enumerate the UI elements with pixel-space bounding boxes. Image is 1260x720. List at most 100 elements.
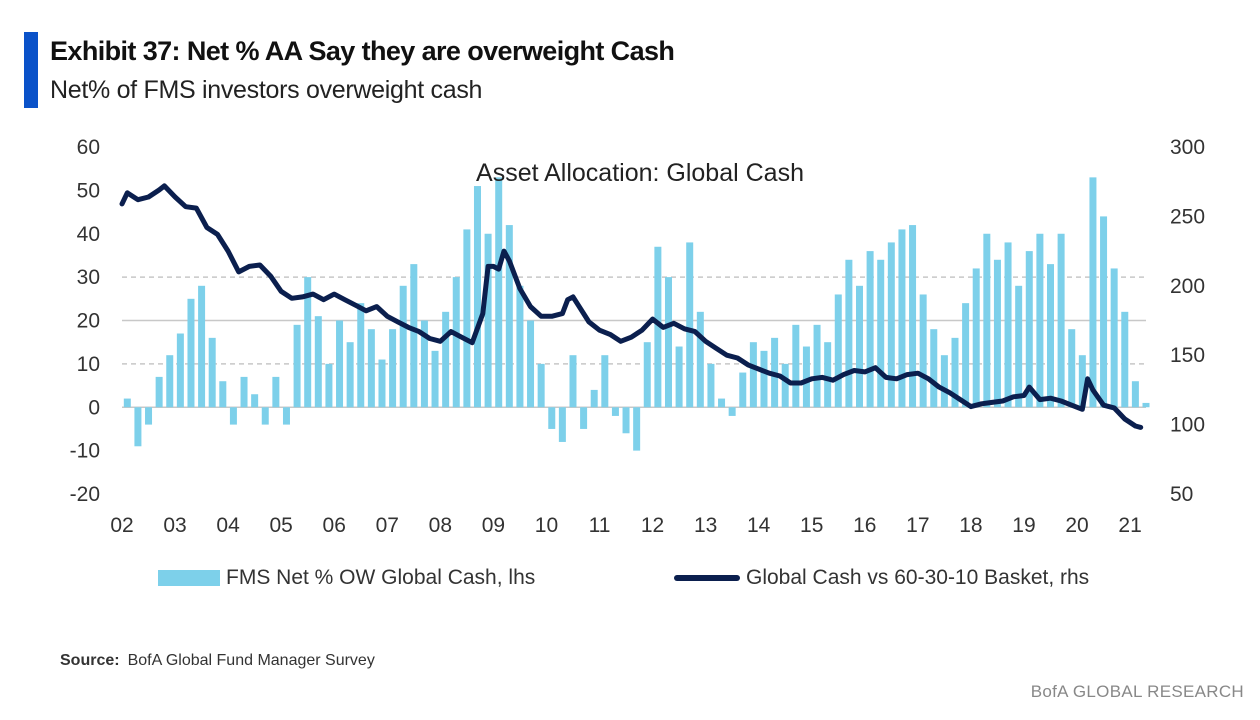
data-bar [198,285,206,408]
data-bar [251,394,259,408]
data-bar [208,337,216,408]
data-bar [611,407,619,416]
exhibit-title: Exhibit 37: Net % AA Say they are overwe… [50,36,675,66]
data-bar [834,294,842,408]
data-bar [272,376,280,408]
data-bar [1057,233,1065,408]
legend-label-bars: FMS Net % OW Global Cash, lhs [226,566,536,589]
data-bar [601,355,609,408]
legend-label-line: Global Cash vs 60-30-10 Basket, rhs [746,566,1090,589]
x-tick-label: 19 [1012,514,1035,537]
data-bar [1089,177,1097,408]
data-bar [664,277,672,408]
data-bar [1110,268,1118,408]
data-bar [760,350,768,408]
x-tick-label: 16 [853,514,876,537]
y-right-tick-label: 50 [1170,483,1193,506]
data-bar [622,407,630,434]
data-bar [1068,329,1076,408]
data-bar [983,233,991,408]
legend-item-bars: FMS Net % OW Global Cash, lhs [158,566,535,590]
data-bar [537,363,545,408]
data-bar [696,311,704,408]
data-bar [718,398,726,408]
x-tick-label: 08 [429,514,452,537]
title-accent-bar [24,32,38,108]
data-bar [1078,355,1086,408]
data-bar [930,329,938,408]
data-bar [473,186,481,408]
x-tick-label: 18 [959,514,982,537]
x-tick-label: 05 [269,514,292,537]
data-bar [855,285,863,408]
data-bar [229,407,237,425]
y-right-tick-label: 200 [1170,275,1205,298]
x-tick-label: 03 [163,514,186,537]
data-bar [346,342,354,408]
data-bar [304,277,312,408]
data-bar [1046,264,1054,408]
data-bar [558,407,566,442]
data-bar [336,320,344,408]
bar-series [123,177,1150,451]
data-bar [909,225,917,408]
x-tick-label: 13 [694,514,717,537]
x-tick-label: 20 [1065,514,1088,537]
data-bar [813,324,821,408]
data-bar [176,333,184,408]
legend: FMS Net % OW Global Cash, lhs Global Cas… [0,566,1260,596]
data-bar [1004,242,1012,408]
data-bar [505,225,513,408]
data-bar [919,294,927,408]
data-bar [187,298,195,408]
data-bar [569,355,577,408]
data-bar [580,407,588,429]
data-bar [325,363,333,408]
data-bar [357,303,365,408]
data-bar [261,407,269,425]
x-tick-label: 12 [641,514,664,537]
x-tick-label: 02 [110,514,133,537]
y-left-tick-label: 50 [77,179,100,202]
data-bar [1100,216,1108,408]
x-tick-label: 14 [747,514,771,537]
data-bar [845,259,853,408]
data-bar [452,277,460,408]
data-bar [134,407,142,447]
data-bar [866,251,874,408]
data-bar [792,324,800,408]
y-right-tick-label: 300 [1170,136,1205,159]
data-bar [654,246,662,408]
data-bar [643,342,651,408]
data-bar [1015,285,1023,408]
data-bar [123,398,131,408]
y-left-tick-label: 10 [77,353,100,376]
data-bar [240,376,248,408]
data-bar [463,229,471,408]
source-label: Source: [60,652,120,669]
exhibit-subtitle: Net% of FMS investors overweight cash [50,76,483,104]
x-tick-label: 11 [589,514,611,537]
data-bar [293,324,301,408]
data-bar [590,389,598,408]
data-bar [898,229,906,408]
data-bar [1036,233,1044,408]
data-bar [484,233,492,408]
y-right-tick-label: 100 [1170,414,1205,437]
data-bar [1142,402,1150,408]
data-bar [378,359,386,408]
chart-title: Asset Allocation: Global Cash [476,159,804,187]
legend-swatch-bars [158,570,220,586]
legend-item-line: Global Cash vs 60-30-10 Basket, rhs [674,566,1089,590]
data-bar [972,268,980,408]
data-bar [399,285,407,408]
y-left-tick-label: -10 [70,440,100,463]
data-bar [1131,381,1139,408]
data-bar [548,407,556,429]
data-bar [219,381,227,408]
x-tick-label: 10 [535,514,558,537]
y-right-tick-label: 250 [1170,205,1205,228]
data-bar [824,342,832,408]
